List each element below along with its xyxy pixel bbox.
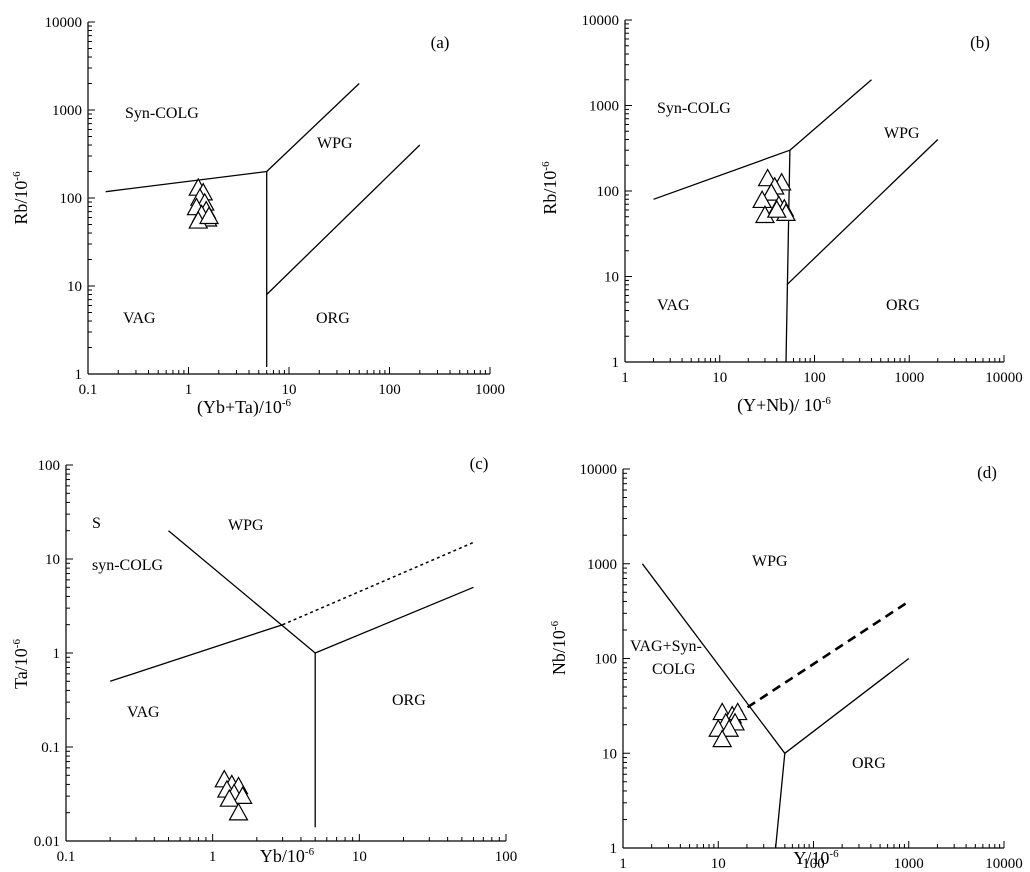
- region-label-org: ORG: [886, 297, 920, 314]
- field-boundary-line: [789, 79, 872, 151]
- y-tick-label: 10000: [45, 15, 83, 31]
- panel-label: (a): [431, 33, 450, 52]
- y-axis-label: Rb/10-6: [540, 161, 560, 215]
- y-axis-label: Nb/10-6: [549, 620, 569, 675]
- x-tick-label: 100: [803, 370, 826, 386]
- region-label-vag: VAG: [657, 297, 690, 314]
- region-label-wpg: WPG: [884, 125, 920, 142]
- y-tick-label: 1000: [589, 99, 619, 115]
- x-tick-label: 100: [495, 849, 518, 865]
- sample-point-triangle: [232, 785, 253, 804]
- sample-point-triangle: [228, 802, 249, 821]
- x-tick-label: 1000: [894, 370, 924, 386]
- x-tick-label: 1: [185, 382, 193, 398]
- x-tick-label: 1000: [475, 382, 505, 398]
- region-label-org: ORG: [852, 755, 886, 772]
- field-boundary-line: [314, 586, 474, 654]
- y-axis-label: Rb/10-6: [11, 171, 31, 225]
- y-tick-label: 1000: [587, 557, 617, 573]
- x-tick-label: 10: [711, 856, 726, 872]
- y-tick-label: 10: [45, 552, 60, 568]
- x-axis-label: Yb/10-6: [260, 846, 315, 866]
- region-label-wpg: WPG: [228, 517, 264, 534]
- y-axis-label: Ta/10-6: [11, 639, 31, 689]
- y-tick-label: 0.01: [34, 834, 60, 850]
- region-label-org: ORG: [392, 692, 426, 709]
- y-tick-label: 100: [597, 184, 620, 200]
- x-axis-label: Y/10-6: [793, 848, 839, 868]
- y-tick-label: 100: [38, 458, 61, 474]
- region-label-org: ORG: [316, 310, 350, 327]
- y-tick-label: 100: [60, 191, 83, 207]
- y-tick-label: 1: [75, 367, 83, 383]
- x-tick-label: 0.1: [57, 849, 76, 865]
- y-tick-label: 1: [612, 355, 620, 371]
- region-label-s: S: [92, 515, 101, 532]
- field-boundary-line: [734, 600, 910, 717]
- region-label-vag-syn: VAG+Syn-: [630, 638, 702, 655]
- field-boundary-line: [786, 139, 939, 286]
- field-boundary-line: [282, 541, 474, 626]
- y-tick-label: 10: [602, 746, 617, 762]
- x-tick-label: 1: [619, 856, 627, 872]
- region-label-syn-colg: Syn-COLG: [657, 100, 731, 117]
- field-boundary-line: [266, 144, 421, 295]
- field-boundary-line: [653, 149, 791, 200]
- field-boundary-line: [266, 83, 360, 172]
- panel-label: (d): [977, 463, 997, 482]
- x-tick-label: 100: [802, 856, 825, 872]
- x-tick-label: 1: [209, 849, 217, 865]
- y-tick-label: 10000: [582, 13, 620, 29]
- sample-point-triangle: [712, 729, 733, 748]
- sample-point-triangle: [766, 199, 787, 218]
- sample-point-triangle: [752, 189, 773, 209]
- field-boundary-line: [168, 530, 316, 654]
- y-tick-label: 100: [595, 652, 618, 668]
- panel-d-chart: 1 10 100 1000 10000 1 10 100 1000 10000 (d) WPG V…: [549, 462, 1023, 872]
- x-tick-label: 10000: [985, 370, 1023, 386]
- x-axis-label: (Y+Nb)/ 10-6: [737, 395, 831, 416]
- y-tick-label: 1: [53, 646, 61, 662]
- y-tick-label: 0.1: [41, 740, 60, 756]
- y-tick-label: 1000: [52, 103, 82, 119]
- sample-point-triangle: [219, 788, 240, 807]
- field-boundary-line: [109, 624, 283, 682]
- region-label-wpg: WPG: [317, 135, 353, 152]
- field-boundary-line: [774, 753, 786, 849]
- region-label-vag: VAG: [123, 310, 156, 327]
- x-tick-label: 1000: [894, 856, 924, 872]
- field-boundary-line: [785, 150, 791, 363]
- panel-b-chart: 1 10 100 1000 10000 1 10 100 1000 10000 (b) Syn-C…: [540, 13, 1023, 416]
- y-tick-label: 10000: [580, 462, 618, 478]
- x-axis-label: (Yb+Ta)/10-6: [197, 397, 292, 418]
- region-label-wpg: WPG: [752, 553, 788, 570]
- x-tick-label: 10: [712, 370, 727, 386]
- field-boundary-line: [105, 170, 267, 193]
- y-tick-label: 10: [67, 279, 82, 295]
- panel-label: (b): [970, 33, 990, 52]
- region-label-vag: VAG: [127, 704, 160, 721]
- x-tick-label: 10: [282, 382, 297, 398]
- x-tick-label: 0.1: [79, 382, 98, 398]
- sample-point-triangle: [198, 206, 220, 225]
- region-label-colg: COLG: [652, 661, 696, 678]
- x-tick-label: 100: [378, 382, 401, 398]
- x-tick-label: 1: [621, 370, 629, 386]
- y-tick-label: 1: [610, 841, 618, 857]
- x-tick-label: 10000: [985, 856, 1023, 872]
- field-boundary-line: [784, 657, 910, 754]
- region-label-syn-colg: syn-COLG: [92, 557, 164, 574]
- x-tick-label: 10: [352, 849, 367, 865]
- panel-label: (c): [470, 454, 489, 473]
- y-tick-label: 10: [604, 270, 619, 286]
- sample-point-triangle: [719, 718, 740, 737]
- sample-point-triangle: [761, 182, 782, 201]
- field-boundary-line: [641, 563, 786, 754]
- region-label-syn-colg: Syn-COLG: [125, 105, 199, 122]
